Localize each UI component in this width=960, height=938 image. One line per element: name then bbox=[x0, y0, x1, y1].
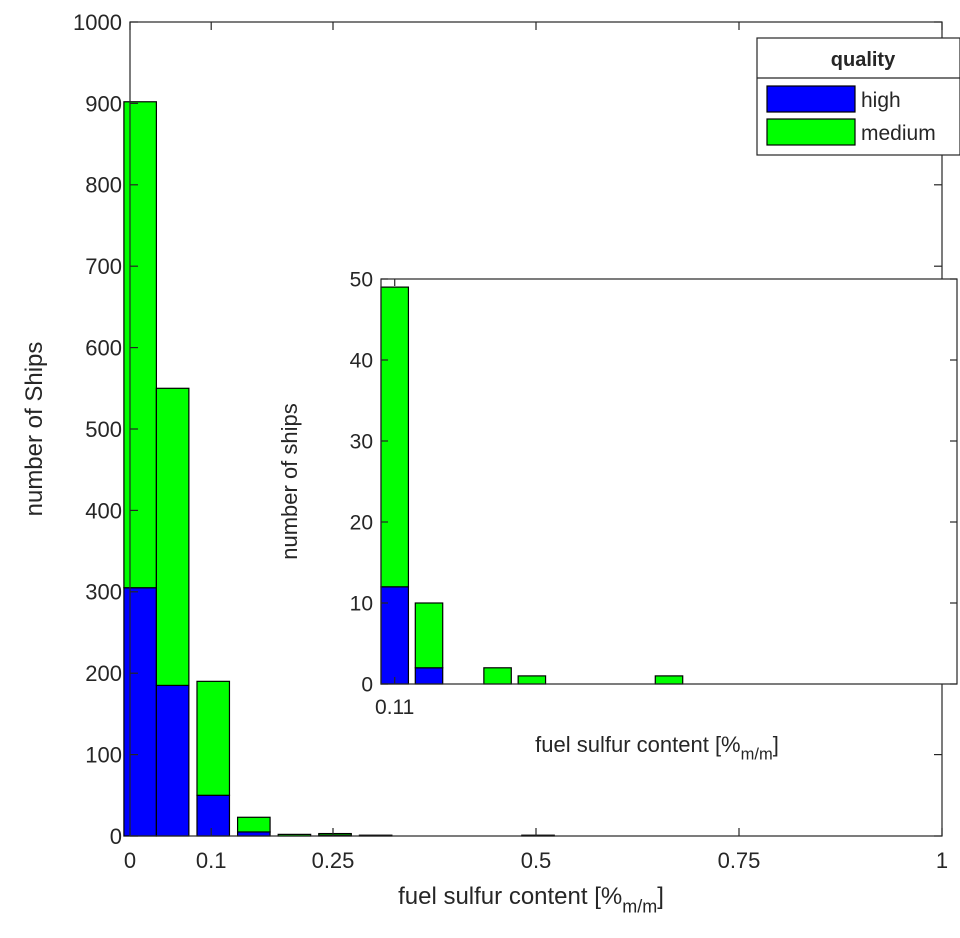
bar-medium bbox=[123, 101, 157, 589]
y-axis-label: number of Ships bbox=[21, 342, 48, 517]
y-tick-label: 10 bbox=[350, 593, 373, 616]
bar-medium bbox=[196, 680, 231, 796]
legend: quality high medium bbox=[756, 37, 960, 156]
bar-medium bbox=[483, 667, 512, 685]
plot-area bbox=[381, 279, 957, 684]
x-axis-label-main: fuel sulfur content [% bbox=[398, 883, 622, 910]
bar-medium bbox=[414, 602, 444, 669]
y-tick-label: 50 bbox=[350, 269, 373, 292]
y-tick-label: 30 bbox=[350, 431, 373, 454]
y-tick-label: 400 bbox=[85, 498, 122, 523]
x-tick-label: 0.25 bbox=[312, 848, 355, 873]
x-tick-label: 0 bbox=[124, 848, 136, 873]
x-axis-label: fuel sulfur content [%m/m] bbox=[535, 732, 779, 764]
y-tick-label: 600 bbox=[85, 336, 122, 361]
y-tick-label: 20 bbox=[350, 512, 373, 535]
y-tick-label: 100 bbox=[85, 743, 122, 768]
y-axis-label: number of ships bbox=[277, 403, 302, 560]
bar-medium bbox=[517, 675, 547, 685]
y-tick-label: 500 bbox=[85, 417, 122, 442]
y-tick-label: 800 bbox=[85, 173, 122, 198]
x-tick-label: 0.11 bbox=[375, 696, 414, 719]
x-tick-label: 0.75 bbox=[718, 848, 761, 873]
y-tick-label: 0 bbox=[110, 824, 122, 849]
x-tick-label: 0.5 bbox=[521, 848, 552, 873]
y-tick-label: 0 bbox=[361, 674, 373, 697]
legend-label-medium: medium bbox=[861, 122, 936, 145]
bar-high bbox=[380, 586, 410, 685]
y-tick-label: 900 bbox=[85, 91, 122, 116]
y-tick-label: 700 bbox=[85, 254, 122, 279]
x-axis-label: fuel sulfur content [%m/m] bbox=[398, 883, 664, 916]
bar-high bbox=[236, 831, 271, 837]
x-axis-label-subscript: m/m bbox=[741, 746, 773, 764]
bar-high bbox=[196, 794, 231, 837]
legend-swatch-high bbox=[766, 85, 856, 113]
bar-medium bbox=[318, 832, 352, 836]
inset-chart: 0 10 20 30 40 50 0.11 fuel sulfur content [%m/m… bbox=[277, 269, 958, 764]
x-axis-label-suffix: ] bbox=[657, 883, 664, 910]
bar-medium bbox=[236, 816, 271, 833]
bar-high bbox=[123, 587, 157, 837]
x-axis-label-main: fuel sulfur content [% bbox=[535, 732, 740, 757]
bar-high bbox=[155, 684, 190, 837]
y-tick-label: 300 bbox=[85, 580, 122, 605]
legend-title: quality bbox=[831, 49, 896, 71]
x-axis-label-suffix: ] bbox=[773, 732, 779, 757]
x-tick-label: 1 bbox=[936, 848, 948, 873]
x-tick-label: 0.1 bbox=[196, 848, 227, 873]
bar-medium bbox=[155, 387, 190, 687]
x-axis-label-subscript: m/m bbox=[622, 896, 657, 916]
bar-medium bbox=[654, 675, 684, 685]
legend-label-high: high bbox=[861, 89, 901, 112]
y-tick-label: 200 bbox=[85, 661, 122, 686]
legend-swatch-medium bbox=[766, 118, 856, 146]
y-tick-label: 1000 bbox=[73, 10, 122, 35]
axes-box bbox=[380, 278, 958, 685]
y-tick-label: 40 bbox=[350, 350, 373, 373]
bar-high bbox=[414, 667, 444, 685]
bar-medium bbox=[380, 286, 410, 588]
